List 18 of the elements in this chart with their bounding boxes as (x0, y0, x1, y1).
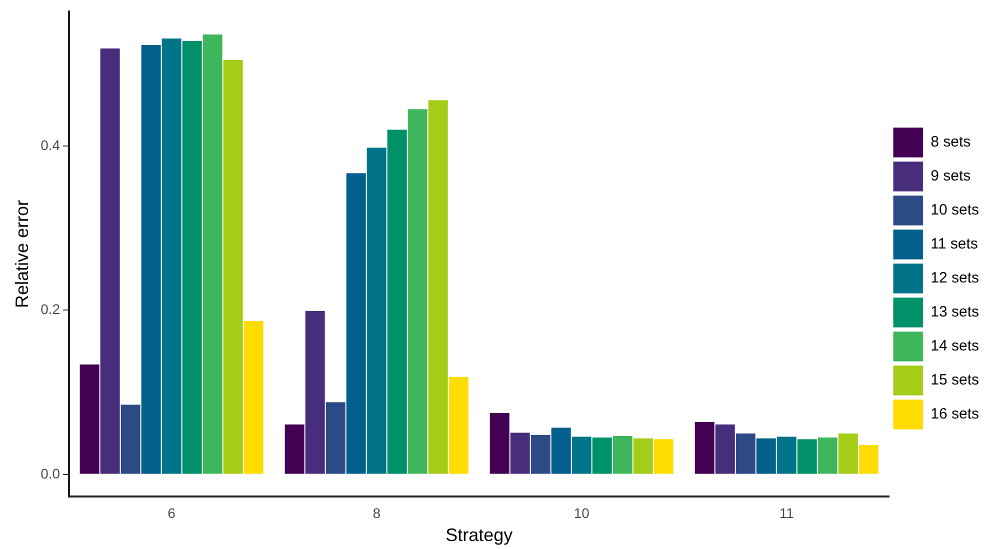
legend-label: 9 sets (930, 168, 971, 185)
y-tick-label: 0.0 (40, 465, 60, 482)
y-tick-label: 0.4 (40, 136, 60, 153)
x-tick-label: 10 (574, 504, 590, 521)
legend-label: 11 sets (930, 236, 978, 253)
legend-label: 13 sets (930, 304, 980, 321)
legend-label: 10 sets (930, 202, 980, 219)
x-tick-label: 8 (372, 504, 381, 521)
legend-label: 14 sets (930, 338, 980, 355)
x-axis-title: Strategy (446, 525, 513, 546)
legend-label: 15 sets (930, 372, 980, 389)
legend-label: 16 sets (930, 406, 980, 423)
legend-label: 12 sets (930, 270, 980, 287)
x-tick-label: 6 (168, 504, 176, 521)
y-tick-label: 0.2 (40, 301, 60, 318)
y-axis-title: Relative error (12, 200, 32, 308)
x-tick-label: 11 (779, 504, 794, 521)
legend-label: 8 sets (930, 134, 971, 151)
